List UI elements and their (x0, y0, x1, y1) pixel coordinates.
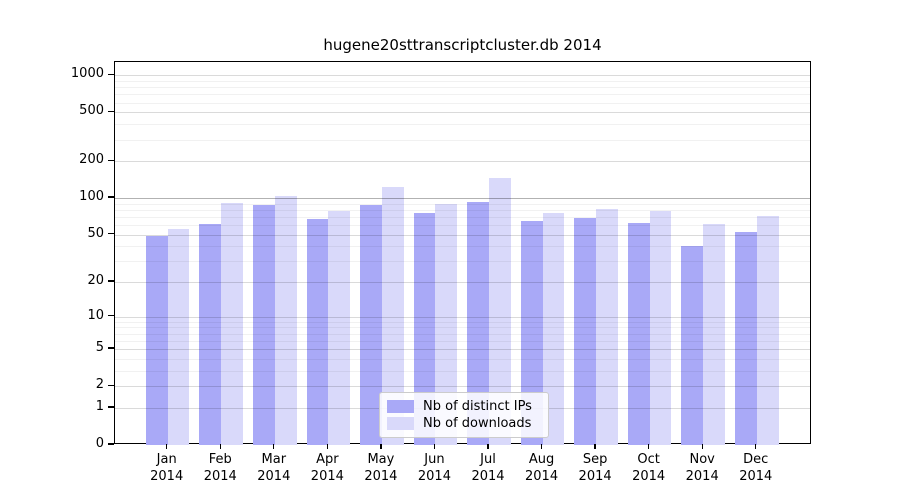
plot-area: Nb of distinct IPs Nb of downloads (114, 61, 811, 445)
x-tick-label-apr: Apr 2014 (310, 452, 344, 484)
legend-label-distinct-ips: Nb of distinct IPs (423, 399, 532, 414)
y-tick-mark-1 (108, 406, 114, 408)
legend-label-downloads: Nb of downloads (423, 416, 532, 431)
y-tick-label-20: 20 (87, 273, 104, 289)
bar-distinct-ips-feb (199, 224, 222, 445)
bar-downloads-may (381, 187, 404, 445)
y-tick-label-50: 50 (87, 225, 104, 241)
gridline-700 (115, 94, 810, 96)
bar-distinct-ips-dec (734, 231, 757, 445)
bar-distinct-ips-sep (574, 218, 597, 445)
x-tick-mark-jun (433, 444, 436, 449)
x-tick-label-may: May 2014 (364, 452, 398, 484)
bar-distinct-ips-aug (520, 220, 543, 445)
x-tick-label-jun: Jun 2014 (417, 452, 451, 484)
x-tick-label-oct: Oct 2014 (632, 452, 666, 484)
gridline-500 (115, 112, 810, 114)
legend-row-distinct-ips: Nb of distinct IPs (387, 398, 540, 415)
bar-distinct-ips-apr (306, 219, 329, 445)
gridline-70 (115, 216, 810, 218)
y-tick-mark-20 (108, 280, 114, 282)
legend: Nb of distinct IPs Nb of downloads (379, 392, 549, 438)
x-tick-mark-oct (647, 444, 650, 449)
bar-downloads-feb (221, 202, 244, 445)
gridline-1000 (115, 75, 810, 77)
y-tick-label-2: 2 (95, 377, 104, 393)
bar-downloads-jul (489, 178, 511, 445)
x-tick-label-nov: Nov 2014 (685, 452, 719, 484)
x-tick-label-sep: Sep 2014 (578, 452, 612, 484)
bar-distinct-ips-may (360, 204, 382, 445)
gridline-100 (115, 198, 810, 200)
gridline-400 (115, 124, 810, 126)
x-tick-label-mar: Mar 2014 (257, 452, 291, 484)
bar-downloads-aug (542, 212, 565, 445)
x-tick-mark-feb (219, 444, 221, 449)
y-tick-mark-500 (108, 110, 114, 113)
y-tick-mark-5 (108, 347, 114, 349)
gridline-600 (115, 102, 810, 104)
bar-distinct-ips-mar (253, 204, 275, 445)
x-tick-mark-jul (487, 444, 489, 449)
y-tick-label-200: 200 (79, 152, 104, 168)
y-tick-label-500: 500 (79, 103, 104, 119)
bar-downloads-jun (435, 203, 458, 445)
y-tick-label-5: 5 (95, 340, 104, 356)
x-tick-label-feb: Feb 2014 (203, 452, 237, 484)
x-tick-label-dec: Dec 2014 (739, 452, 773, 484)
y-tick-mark-200 (108, 159, 114, 161)
y-tick-mark-100 (108, 196, 114, 198)
y-tick-mark-2 (108, 384, 114, 386)
y-tick-label-1: 1 (95, 398, 104, 414)
x-tick-mark-apr (326, 444, 329, 449)
y-tick-label-0: 0 (95, 436, 104, 451)
bar-distinct-ips-jan (145, 235, 168, 445)
x-tick-mark-jan (166, 444, 168, 449)
chart-title: hugene20sttranscriptcluster.db 2014 (323, 36, 602, 54)
x-tick-mark-may (380, 444, 382, 449)
bar-downloads-dec (756, 216, 779, 445)
bar-downloads-mar (274, 195, 297, 445)
gridline-900 (115, 81, 810, 83)
bar-distinct-ips-nov (681, 246, 704, 445)
gridline-800 (115, 87, 810, 89)
gridline-90 (115, 203, 810, 205)
bar-downloads-nov (703, 224, 725, 445)
gridline-80 (115, 209, 810, 211)
y-tick-label-100: 100 (79, 189, 104, 205)
bar-distinct-ips-jul (467, 201, 489, 445)
gridline-300 (115, 139, 810, 141)
x-tick-mark-aug (540, 444, 543, 449)
legend-row-downloads: Nb of downloads (387, 415, 540, 432)
x-tick-label-aug: Aug 2014 (525, 452, 559, 484)
y-tick-mark-50 (108, 232, 114, 235)
y-tick-label-10: 10 (87, 307, 104, 323)
y-tick-mark-0 (108, 443, 114, 445)
x-tick-mark-mar (273, 444, 275, 449)
legend-swatch-distinct-ips (387, 400, 414, 413)
y-tick-label-1000: 1000 (70, 66, 104, 82)
gridline-200 (115, 161, 810, 163)
legend-swatch-downloads (387, 417, 414, 430)
x-tick-mark-sep (594, 444, 596, 449)
y-tick-mark-1000 (108, 73, 114, 76)
bar-downloads-jan (167, 228, 190, 445)
bar-distinct-ips-oct (627, 223, 650, 445)
bar-downloads-apr (328, 210, 351, 445)
x-tick-mark-dec (755, 444, 757, 449)
x-tick-label-jan: Jan 2014 (150, 452, 184, 484)
bar-distinct-ips-jun (413, 212, 436, 445)
y-tick-mark-10 (108, 315, 114, 317)
bar-downloads-oct (649, 211, 672, 445)
bar-downloads-sep (596, 209, 618, 445)
x-tick-label-jul: Jul 2014 (471, 452, 505, 484)
x-tick-mark-nov (701, 444, 703, 449)
